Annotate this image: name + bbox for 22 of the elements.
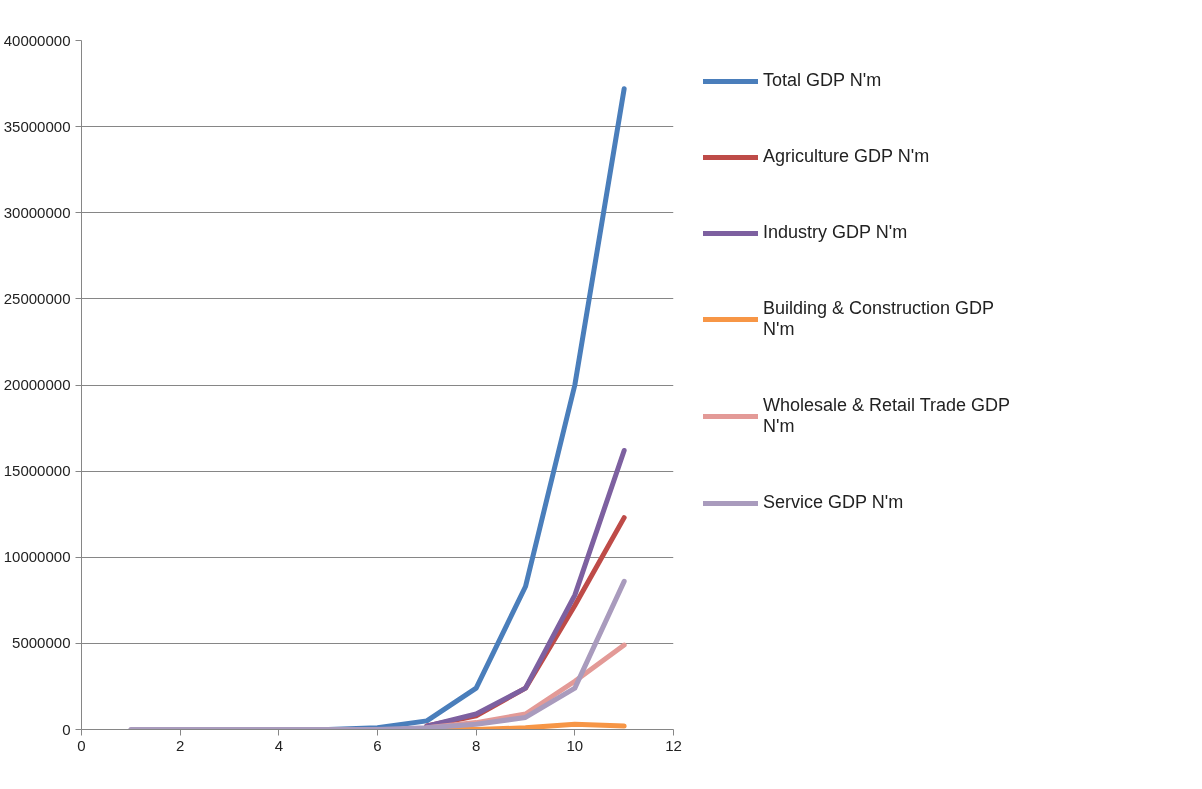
legend-label: Total GDP N'm [763,70,882,91]
legend-label: Building & Construction GDP N'm [763,298,995,340]
x-tick-label: 12 [665,736,682,754]
x-tick-label: 6 [373,736,382,754]
y-tick-label: 35000000 [3,117,71,135]
legend-label: Wholesale & Retail Trade GDP N'm [763,395,1011,437]
y-tick-label: 20000000 [3,376,71,393]
y-tick-label: 30000000 [3,203,71,221]
y-tick-label: 15000000 [3,462,71,480]
y-tick-label: 0 [62,720,71,738]
y-tick-label: 25000000 [3,289,71,307]
x-tick-label: 8 [472,736,481,754]
legend-label: Service GDP N'm [763,492,904,513]
y-tick-label: 40000000 [3,31,71,49]
y-tick-label: 5000000 [12,634,71,652]
y-tick-label: 10000000 [3,548,71,566]
x-tick-label: 0 [77,736,86,754]
x-tick-label: 4 [274,736,284,754]
legend-label: Agriculture GDP N'm [763,146,930,167]
x-tick-label: 10 [566,736,584,754]
legend-label: Industry GDP N'm [763,222,908,243]
x-tick-label: 2 [176,736,185,754]
